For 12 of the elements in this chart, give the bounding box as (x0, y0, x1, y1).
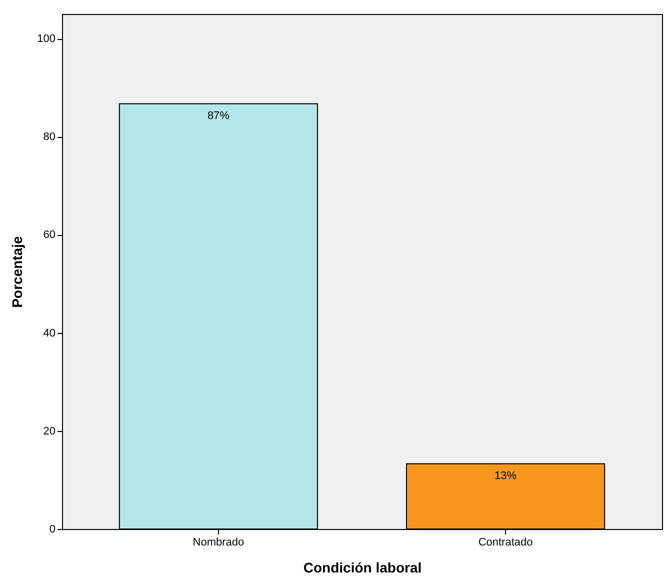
data-label: 13% (494, 470, 517, 482)
data-label: 87% (207, 110, 230, 122)
y-tick-label: 100 (37, 33, 56, 46)
y-tick-label: 40 (43, 327, 56, 340)
x-axis-title: Condición laboral (303, 560, 422, 576)
y-tick-label: 80 (43, 131, 56, 144)
y-tick-label: 60 (43, 229, 56, 242)
x-tick-label: Nombrado (192, 536, 244, 548)
y-axis-title: Porcentaje (9, 236, 26, 308)
y-tick-label: 0 (49, 524, 56, 536)
y-tick-label: 20 (43, 425, 56, 438)
x-tick-label: Contratado (478, 536, 533, 548)
